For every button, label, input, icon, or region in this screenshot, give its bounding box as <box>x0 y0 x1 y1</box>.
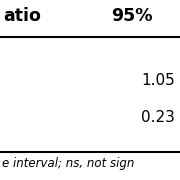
Text: 1.05: 1.05 <box>141 73 175 89</box>
Text: 0.23: 0.23 <box>141 109 175 125</box>
Text: 95%: 95% <box>112 7 153 25</box>
Text: atio: atio <box>4 7 41 25</box>
Text: e interval; ns, not sign: e interval; ns, not sign <box>2 157 134 170</box>
